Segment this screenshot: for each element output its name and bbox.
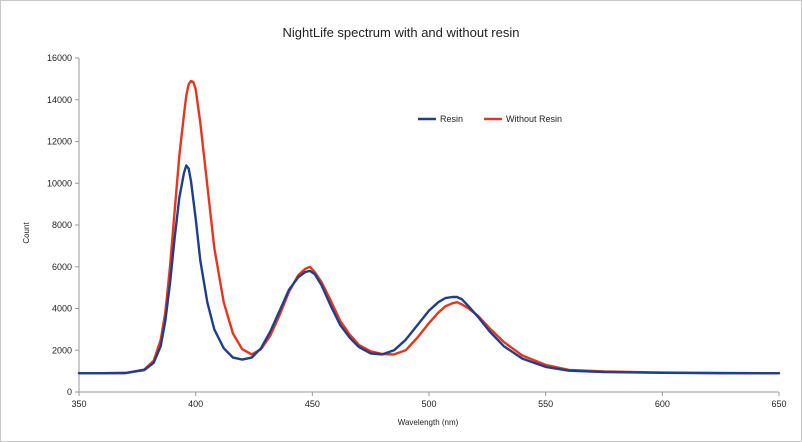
series-line-without-resin: [77, 79, 781, 375]
x-tick-label: 400: [188, 399, 203, 409]
x-tick-label: 600: [655, 399, 670, 409]
y-tick-label: 8000: [52, 220, 72, 230]
series-layer: [77, 79, 781, 375]
legend-label: Without Resin: [506, 114, 562, 124]
x-tick-label: 500: [421, 399, 436, 409]
x-tick-label: 550: [538, 399, 553, 409]
y-tick-label: 14000: [47, 95, 72, 105]
y-tick-label: 16000: [47, 53, 72, 63]
legend-label: Resin: [440, 114, 463, 124]
x-axis-title: Wavelength (nm): [398, 418, 459, 427]
series-line-resin: [77, 164, 781, 375]
x-tick-label: 650: [771, 399, 786, 409]
x-tick-label: 450: [305, 399, 320, 409]
y-axis-ticks: 0 2000 4000 6000 8000 10000 12000 14000 16000: [47, 53, 79, 397]
chart-title: NightLife spectrum with and without resi…: [282, 25, 519, 40]
y-tick-label: 12000: [47, 137, 72, 147]
y-tick-label: 6000: [52, 262, 72, 272]
y-tick-label: 2000: [52, 345, 72, 355]
x-tick-label: 350: [71, 399, 86, 409]
y-tick-label: 10000: [47, 178, 72, 188]
legend: Resin Without Resin: [418, 114, 562, 124]
y-tick-label: 0: [67, 387, 72, 397]
x-axis-ticks: 350 400 450 500 550 600 650: [71, 392, 787, 409]
y-axis-title: Count: [22, 222, 31, 244]
y-tick-label: 4000: [52, 304, 72, 314]
